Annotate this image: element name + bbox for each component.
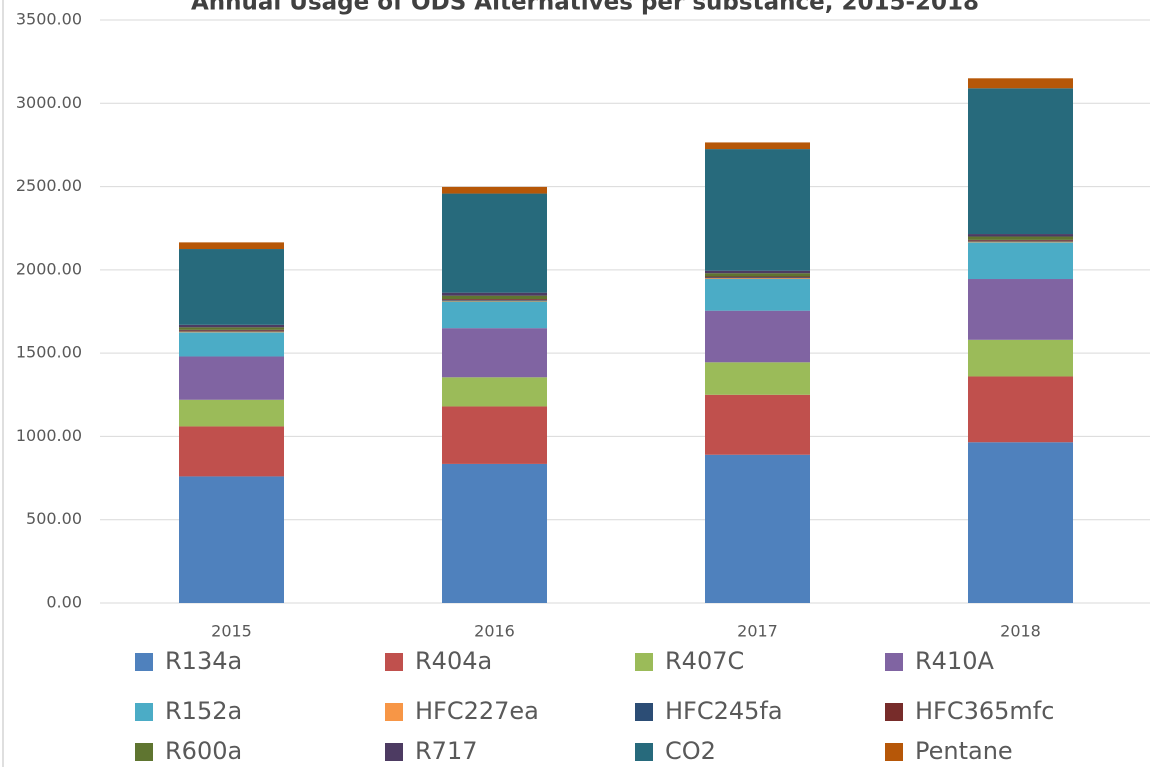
bar-segment <box>442 301 547 329</box>
bar-segment <box>179 327 284 330</box>
legend-label: R600a <box>165 737 242 765</box>
bar-segment <box>968 242 1073 280</box>
bar-segment <box>968 442 1073 603</box>
bar-segment <box>442 377 547 407</box>
bar-segment <box>179 332 284 357</box>
bar-segment <box>705 279 810 311</box>
legend-label: R404a <box>415 647 492 675</box>
x-tick-label: 2017 <box>737 622 778 641</box>
legend-swatch <box>385 743 403 761</box>
legend-swatch <box>385 653 403 671</box>
bar-segment <box>705 149 810 271</box>
bar-segment <box>442 193 547 293</box>
legend-swatch <box>135 743 153 761</box>
bar-segment <box>179 399 284 427</box>
legend-label: HFC245fa <box>665 697 783 725</box>
bar-segment <box>179 249 284 325</box>
bar-segment <box>705 310 810 363</box>
bar-segment <box>442 299 547 300</box>
bar-segment <box>968 78 1073 89</box>
y-tick-label: 500.00 <box>26 509 82 528</box>
y-tick-label: 0.00 <box>46 593 82 612</box>
bar-segment <box>968 279 1073 340</box>
bar-segment <box>442 406 547 464</box>
bar-segment <box>705 270 810 274</box>
y-tick-label: 3500.00 <box>16 10 82 29</box>
bar-segment <box>179 324 284 328</box>
legend-label: R407C <box>665 647 744 675</box>
bar-segment <box>179 331 284 333</box>
bar-segment <box>705 273 810 277</box>
y-tick-label: 3000.00 <box>16 93 82 112</box>
bar-segment <box>705 278 810 280</box>
bar-segment <box>179 330 284 332</box>
legend-label: R410A <box>915 647 994 675</box>
bar-segment <box>179 356 284 400</box>
legend-label: R152a <box>165 697 242 725</box>
bar-segment <box>968 234 1073 237</box>
bar-segment <box>968 339 1073 377</box>
legend-swatch <box>885 653 903 671</box>
bar-segment <box>442 292 547 296</box>
legend-label: HFC365mfc <box>915 697 1054 725</box>
legend-swatch <box>885 703 903 721</box>
bar-segment <box>442 300 547 302</box>
legend-swatch <box>385 703 403 721</box>
bar-segment <box>442 328 547 378</box>
bar-segment <box>442 463 547 603</box>
bar-segment <box>705 394 810 455</box>
legend-swatch <box>635 743 653 761</box>
legend-label: Pentane <box>915 737 1013 765</box>
bar-segment <box>442 299 547 301</box>
legend-swatch <box>635 653 653 671</box>
bar-segment <box>968 241 1073 243</box>
bar-segment <box>705 277 810 279</box>
legend-swatch <box>135 653 153 671</box>
y-tick-label: 2500.00 <box>16 176 82 195</box>
bar-segment <box>968 236 1073 240</box>
y-tick-label: 1500.00 <box>16 343 82 362</box>
x-tick-label: 2018 <box>1000 622 1041 641</box>
bar-segment <box>968 240 1073 242</box>
x-tick-label: 2016 <box>474 622 515 641</box>
bar-segment <box>442 295 547 300</box>
bar-segment <box>179 329 284 331</box>
legend-label: CO2 <box>665 737 716 765</box>
bar-segment <box>179 476 284 603</box>
legend-label: R717 <box>415 737 477 765</box>
bar-segment <box>705 142 810 150</box>
bar-segment <box>442 186 547 194</box>
bar-segment <box>968 376 1073 443</box>
y-tick-label: 2000.00 <box>16 259 82 278</box>
legend-swatch <box>885 743 903 761</box>
chart-title: Annual Usage of ODS Alternatives per sub… <box>191 0 979 16</box>
legend-label: R134a <box>165 647 242 675</box>
bar-segment <box>179 242 284 250</box>
bar-segment <box>705 276 810 278</box>
x-tick-label: 2015 <box>211 622 252 641</box>
legend-label: HFC227ea <box>415 697 539 725</box>
bar-segment <box>179 426 284 477</box>
bar-segment <box>968 88 1073 235</box>
bar-segment <box>705 362 810 395</box>
y-tick-label: 1000.00 <box>16 426 82 445</box>
bar-segment <box>968 239 1073 241</box>
legend-swatch <box>135 703 153 721</box>
legend-swatch <box>635 703 653 721</box>
bar-segment <box>705 454 810 603</box>
